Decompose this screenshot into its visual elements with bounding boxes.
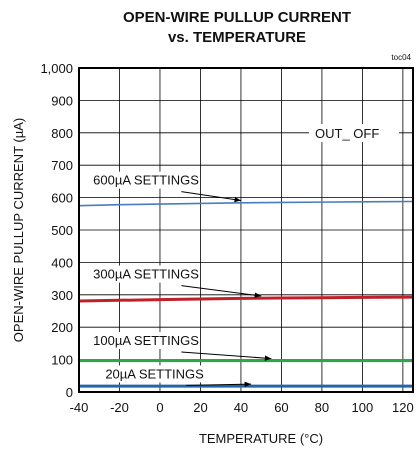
series-label: 600µA SETTINGS bbox=[93, 173, 199, 188]
series-label-background bbox=[90, 265, 199, 283]
chart-title: OPEN-WIRE PULLUP CURRENT bbox=[123, 9, 351, 26]
series-label-background bbox=[90, 332, 199, 350]
plot-frame bbox=[78, 67, 414, 393]
y-tick-label: 400 bbox=[51, 255, 73, 270]
chart-subtitle: vs. TEMPERATURE bbox=[168, 29, 306, 46]
x-tick-labels: -40 -20 0 20 40 60 80 100 120 bbox=[70, 400, 414, 415]
x-tick-label: 0 bbox=[156, 400, 163, 415]
y-tick-labels: 0 100 200 300 400 500 600 700 800 900 1,000 bbox=[40, 61, 73, 400]
series-arrow bbox=[181, 191, 242, 201]
y-tick-label: 200 bbox=[51, 320, 73, 335]
y-tick-label: 0 bbox=[66, 385, 73, 400]
series-arrow bbox=[181, 285, 262, 297]
series-group bbox=[78, 200, 414, 388]
y-tick-label: 1,000 bbox=[40, 61, 73, 76]
x-tick-label: -40 bbox=[70, 400, 89, 415]
series-arrowhead bbox=[254, 292, 262, 298]
y-axis-label: OPEN-WIRE PULLUP CURRENT (µA) bbox=[11, 118, 26, 342]
x-tick-label: 60 bbox=[274, 400, 288, 415]
y-tick-label: 300 bbox=[51, 288, 73, 303]
series-line bbox=[78, 200, 414, 207]
y-tick-label: 700 bbox=[51, 158, 73, 173]
chart-id-label: toc04 bbox=[391, 53, 411, 62]
series-arrowhead bbox=[244, 381, 252, 388]
x-tick-label: 80 bbox=[315, 400, 329, 415]
x-tick-label: 120 bbox=[392, 400, 414, 415]
series-label: 300µA SETTINGS bbox=[93, 267, 199, 282]
y-tick-label: 500 bbox=[51, 223, 73, 238]
series-arrowhead bbox=[264, 355, 272, 361]
x-tick-label: 20 bbox=[193, 400, 207, 415]
series-line bbox=[78, 295, 414, 303]
condition-label-background bbox=[309, 124, 399, 142]
series-arrow bbox=[181, 351, 272, 360]
y-tick-label: 100 bbox=[51, 353, 73, 368]
annotations: 600µA SETTINGS 300µA SETTINGS 100µA SETTIN… bbox=[90, 171, 272, 388]
x-tick-label: 40 bbox=[234, 400, 248, 415]
series-arrowhead bbox=[234, 196, 241, 203]
series-label: 100µA SETTINGS bbox=[93, 333, 199, 348]
x-tick-label: -20 bbox=[110, 400, 129, 415]
series-label: 20µA SETTINGS bbox=[105, 366, 204, 381]
x-tick-label: 100 bbox=[352, 400, 374, 415]
series-label-background bbox=[90, 171, 199, 189]
y-tick-label: 900 bbox=[51, 93, 73, 108]
series-label-background bbox=[102, 365, 204, 383]
y-tick-label: 800 bbox=[51, 126, 73, 141]
x-axis-label: TEMPERATURE (°C) bbox=[199, 431, 323, 446]
condition-label: OUT_ OFF bbox=[315, 126, 379, 141]
y-tick-label: 600 bbox=[51, 191, 73, 206]
series-arrow bbox=[186, 383, 252, 386]
